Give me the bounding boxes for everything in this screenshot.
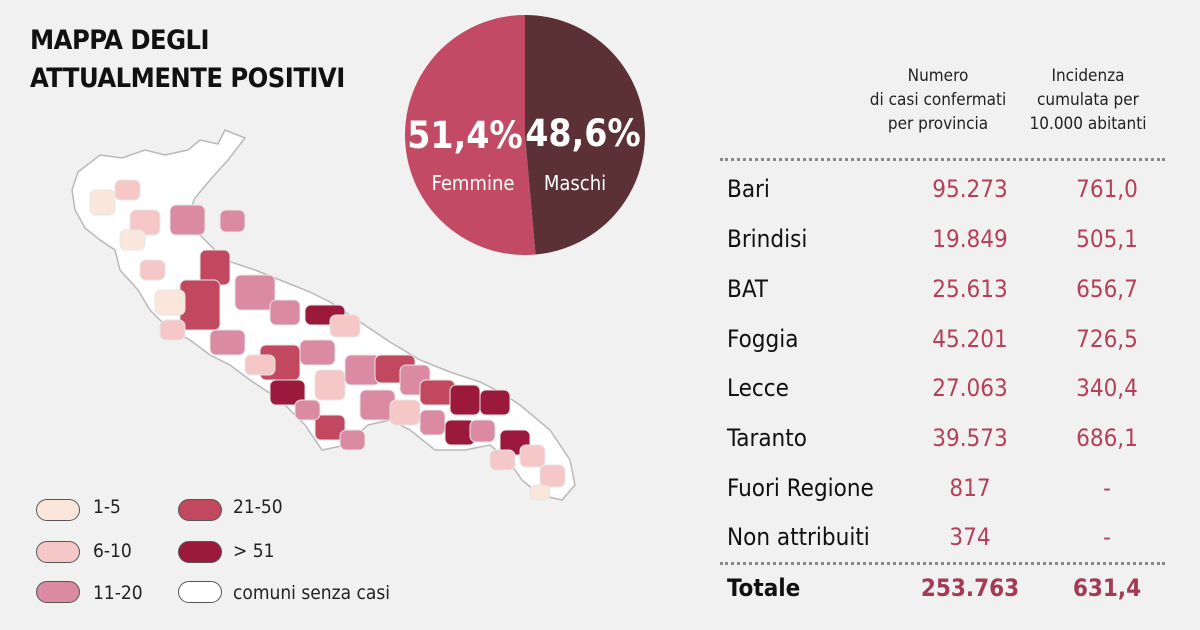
row-cases: 27.063 <box>932 374 1008 402</box>
col-header-cases: Numero di casi confermati per provincia <box>848 64 1028 136</box>
col-header-incidence: Incidenza cumulata per 10.000 abitanti <box>998 64 1178 136</box>
title-line-2: ATTUALMENTE POSITIVI <box>30 63 345 94</box>
legend-label-6-10: 6-10 <box>93 540 132 562</box>
municipality-cell <box>114 179 141 201</box>
legend-swatch-1-5 <box>36 499 80 521</box>
table-total-row: Totale 253.763 631,4 <box>727 574 1167 614</box>
legend-swatch-11-20 <box>36 581 80 603</box>
table-row: Lecce 27.063 340,4 <box>727 374 1167 414</box>
municipality-cell <box>389 399 421 426</box>
municipality-cell <box>159 319 186 341</box>
total-label: Totale <box>727 574 801 602</box>
row-incidence: 656,7 <box>1076 275 1138 303</box>
municipality-cell <box>314 414 346 441</box>
municipality-cell <box>119 229 146 251</box>
municipality-cell <box>419 409 446 436</box>
row-name: Lecce <box>727 374 789 402</box>
row-name: Taranto <box>727 424 807 452</box>
table-row: Fuori Regione 817 - <box>727 474 1167 514</box>
municipality-cell <box>219 209 246 233</box>
divider-bottom <box>720 562 1165 565</box>
table-row: Brindisi 19.849 505,1 <box>727 225 1167 265</box>
row-incidence: 686,1 <box>1076 424 1138 452</box>
row-cases: 95.273 <box>932 175 1008 203</box>
municipality-cell <box>449 384 481 416</box>
row-incidence: 340,4 <box>1076 374 1138 402</box>
pie-value-maschi: 48,6% <box>525 112 640 155</box>
puglia-map <box>71 129 576 501</box>
col-header-incidence-line-3: 10.000 abitanti <box>1029 114 1147 134</box>
municipality-cell <box>539 464 566 488</box>
municipality-cell <box>209 329 246 356</box>
table-row: Foggia 45.201 726,5 <box>727 325 1167 365</box>
page-title: MAPPA DEGLI ATTUALMENTE POSITIVI <box>30 22 345 98</box>
col-header-incidence-line-1: Incidenza <box>1051 66 1125 86</box>
row-incidence: 761,0 <box>1076 175 1138 203</box>
divider-top <box>720 158 1165 161</box>
municipality-cell <box>89 189 116 216</box>
legend-swatch-6-10 <box>36 541 80 563</box>
municipality-cell <box>269 379 306 406</box>
municipality-cell <box>154 289 186 316</box>
municipality-cell <box>469 419 496 443</box>
municipality-cell <box>314 369 346 401</box>
row-cases: 45.201 <box>932 325 1008 353</box>
col-header-cases-line-2: di casi confermati <box>869 90 1007 110</box>
pie-label-maschi: Maschi <box>544 171 606 195</box>
legend-label-21-50: 21-50 <box>233 496 283 518</box>
municipality-cell <box>479 389 511 416</box>
legend-label-51: > 51 <box>233 540 275 562</box>
pie-slice-maschi <box>525 15 645 255</box>
col-header-cases-line-3: per provincia <box>887 114 989 134</box>
total-incidence: 631,4 <box>1072 574 1142 602</box>
title-line-1: MAPPA DEGLI <box>30 25 210 56</box>
legend-swatch-51 <box>178 541 222 563</box>
municipality-cell <box>529 484 551 501</box>
municipality-cell <box>244 354 276 376</box>
municipality-cell <box>139 259 166 281</box>
municipality-cell <box>269 299 301 326</box>
col-header-cases-line-1: Numero <box>907 66 969 86</box>
legend-label-no-cases: comuni senza casi <box>233 582 391 604</box>
table-row: BAT 25.613 656,7 <box>727 275 1167 315</box>
row-cases: 817 <box>949 474 991 502</box>
table-row: Taranto 39.573 686,1 <box>727 424 1167 464</box>
municipality-cell <box>299 339 336 366</box>
row-name: Brindisi <box>727 225 808 253</box>
row-incidence: 505,1 <box>1076 225 1138 253</box>
col-header-incidence-line-2: cumulata per <box>1037 90 1139 110</box>
row-cases: 374 <box>949 523 991 551</box>
legend-swatch-21-50 <box>178 499 222 521</box>
row-cases: 39.573 <box>932 424 1008 452</box>
pie-slice-femmine <box>405 15 536 255</box>
municipality-cell <box>519 444 546 468</box>
legend-label-1-5: 1-5 <box>93 496 121 518</box>
legend-label-11-20: 11-20 <box>93 582 143 604</box>
total-cases: 253.763 <box>920 574 1020 602</box>
row-cases: 19.849 <box>932 225 1008 253</box>
row-incidence: - <box>1103 474 1111 502</box>
municipality-cell <box>169 204 206 236</box>
row-name: Foggia <box>727 325 799 353</box>
table-row: Bari 95.273 761,0 <box>727 175 1167 215</box>
legend-swatch-no-cases <box>178 581 222 603</box>
row-cases: 25.613 <box>932 275 1008 303</box>
municipality-cell <box>234 274 276 311</box>
pie-label-femmine: Femmine <box>432 171 515 195</box>
row-name: Bari <box>727 175 770 203</box>
municipality-cell <box>179 279 221 331</box>
pie-value-femmine: 51,4% <box>407 114 522 157</box>
table-row: Non attribuiti 374 - <box>727 523 1167 563</box>
row-name: Non attribuiti <box>727 523 870 551</box>
municipality-cell <box>329 314 361 338</box>
row-name: BAT <box>727 275 768 303</box>
row-name: Fuori Regione <box>727 474 874 502</box>
gender-pie-chart: 51,4% Femmine 48,6% Maschi <box>405 15 645 255</box>
row-incidence: - <box>1103 523 1111 551</box>
row-incidence: 726,5 <box>1076 325 1138 353</box>
municipality-cell <box>489 449 516 471</box>
municipality-cell <box>339 429 366 451</box>
municipality-cell <box>294 399 321 421</box>
